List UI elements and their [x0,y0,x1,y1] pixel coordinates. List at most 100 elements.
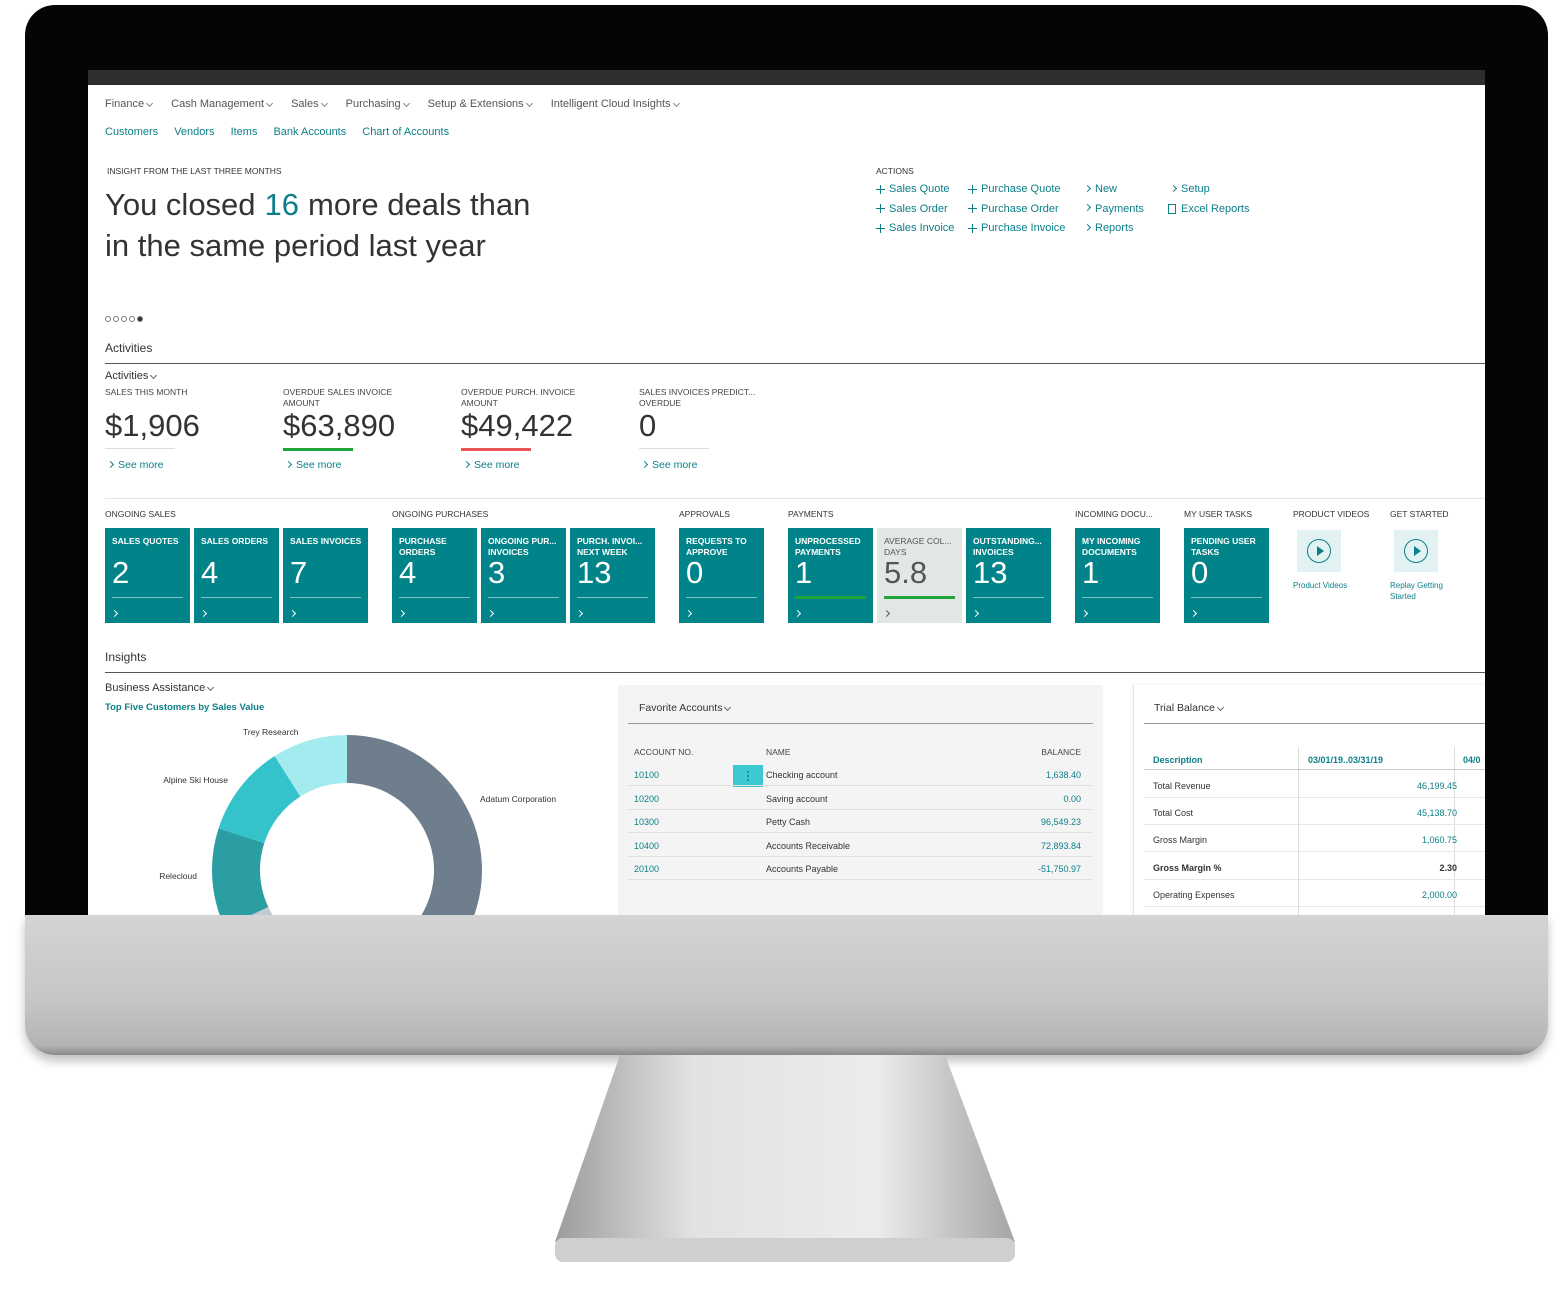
tile-label: MY INCOMING DOCUMENTS [1082,536,1141,557]
action-link[interactable]: Purchase Invoice [968,222,1065,234]
cue-tile[interactable]: PURCH. INVOI... NEXT WEEK 13 [570,528,655,623]
nav-link[interactable]: Items [230,126,258,138]
tile-label: AVERAGE COL... DAYS [884,536,952,557]
action-link[interactable]: Payments [1082,203,1144,215]
action-label[interactable]: Excel Reports [1181,202,1250,215]
cue-tile[interactable]: REQUESTS TO APPROVE 0 [679,528,764,623]
see-more[interactable]: See more [639,459,698,471]
carousel-dot[interactable] [137,316,143,322]
action-label[interactable]: Sales Invoice [889,222,955,234]
kpi-underline [105,448,175,449]
favorite-accounts-panel: Favorite Accounts ACCOUNT NO. NAME BALANCE 1… [618,685,1103,915]
menu-item[interactable]: Finance [105,98,157,110]
nav-link[interactable]: Customers [105,126,159,138]
donut-segment[interactable] [238,735,482,915]
video-label[interactable]: Replay Getting Started [1390,581,1443,601]
action-label[interactable]: Reports [1095,222,1134,234]
row-rule [1144,851,1485,853]
menu-item[interactable]: Setup & Extensions [428,98,537,110]
action-label[interactable]: New [1095,183,1118,195]
menu-label[interactable]: Cash Management [171,98,265,110]
table-cell[interactable]: 10400 [634,840,660,851]
headline-text: more deals than [308,187,531,222]
video-tile[interactable] [1297,530,1341,572]
see-more-label[interactable]: See more [296,459,342,471]
cue-tile[interactable]: ONGOING PUR... INVOICES 3 [481,528,566,623]
group-label[interactable]: Activities [105,370,149,382]
menu-item[interactable]: Sales [291,98,332,110]
chevron-icon [1080,609,1089,617]
segment-label: Relecloud [159,871,197,881]
see-more[interactable]: See more [283,459,342,471]
table-cell[interactable]: 20100 [634,864,660,874]
group-title[interactable]: Activities [105,370,161,382]
action-label[interactable]: Sales Quote [889,183,950,195]
cue-tile[interactable]: PURCHASE ORDERS 4 [392,528,477,623]
tile-chevron [683,608,693,617]
cue-tile[interactable]: UNPROCESSED PAYMENTS 1 [788,528,873,623]
menu-label[interactable]: Setup & Extensions [427,98,524,110]
action-label[interactable]: Setup [1181,183,1210,195]
cue-tile[interactable]: PENDING USER TASKS 0 [1184,528,1269,623]
carousel-dot[interactable] [105,316,111,322]
panel-title-label[interactable]: Trial Balance [1154,702,1215,714]
action-label[interactable]: Purchase Invoice [981,222,1066,234]
donut-segment[interactable] [274,735,347,797]
action-label[interactable]: Purchase Quote [981,183,1061,195]
nav-link[interactable]: Chart of Accounts [362,126,450,138]
video-label[interactable]: Product Videos [1293,581,1348,590]
donut-segment[interactable] [212,828,269,915]
donut-segment[interactable] [218,756,301,844]
cue-tile[interactable]: AVERAGE COL... DAYS 5.8 [877,528,962,623]
see-more[interactable]: See more [461,459,520,471]
nav-link[interactable]: Bank Accounts [273,126,347,138]
cue-tile[interactable]: SALES QUOTES 2 [105,528,190,623]
menu-label[interactable]: Intelligent Cloud Insights [550,98,671,110]
group-label[interactable]: Business Assistance [105,682,206,694]
panel-title-label[interactable]: Favorite Accounts [639,702,723,714]
cue-tile[interactable]: SALES INVOICES 7 [283,528,368,623]
panel-title[interactable]: Favorite Accounts [639,702,735,714]
group-title[interactable]: Business Assistance [105,682,218,694]
action-link[interactable]: Sales Order [876,203,948,215]
action-link[interactable]: Sales Quote [876,183,950,195]
table-cell[interactable]: 10200 [634,793,660,804]
action-label[interactable]: Payments [1095,202,1144,215]
video-tile[interactable] [1394,530,1438,572]
see-more[interactable]: See more [105,459,164,471]
action-link[interactable]: Sales Invoice [876,222,954,234]
carousel-dot[interactable] [121,316,127,322]
see-more-label[interactable]: See more [474,459,520,471]
menu-label[interactable]: Purchasing [345,98,401,110]
menu-label[interactable]: Finance [105,98,145,110]
kpi-label: SALES INVOICES PREDICT... OVERDUE [639,387,756,408]
carousel-dot[interactable] [129,316,135,322]
cue-tile[interactable]: MY INCOMING DOCUMENTS 1 [1075,528,1160,623]
kpi-value: $49,422 [461,408,574,443]
carousel-dot[interactable] [113,316,119,322]
column-rule [1298,747,1299,915]
menu-item[interactable]: Intelligent Cloud Insights [551,98,684,110]
see-more-label[interactable]: See more [652,459,698,471]
table-cell[interactable]: 10300 [634,817,660,827]
action-link[interactable]: Reports [1082,222,1134,234]
action-link[interactable]: Excel Reports [1168,203,1249,215]
cue-tile[interactable]: OUTSTANDING... INVOICES 13 [966,528,1051,623]
action-label[interactable]: Sales Order [889,202,948,215]
donut-segment[interactable] [225,907,277,915]
action-label[interactable]: Purchase Order [981,202,1059,215]
action-link[interactable]: Purchase Quote [968,183,1061,195]
see-more-label[interactable]: See more [118,459,164,471]
cue-tile[interactable]: SALES ORDERS 4 [194,528,279,623]
menu-item[interactable]: Purchasing [346,98,414,110]
action-link[interactable]: Setup [1168,183,1210,195]
action-link[interactable]: Purchase Order [968,203,1059,215]
table-cell[interactable]: 10100 [634,770,660,780]
nav-link[interactable]: Vendors [174,126,215,138]
tile-group-title: PRODUCT VIDEOS [1293,509,1370,519]
menu-label[interactable]: Sales [291,98,319,110]
panel-title[interactable]: Trial Balance [1154,702,1228,714]
menu-item[interactable]: Cash Management [171,98,277,110]
action-link[interactable]: New [1082,183,1117,195]
